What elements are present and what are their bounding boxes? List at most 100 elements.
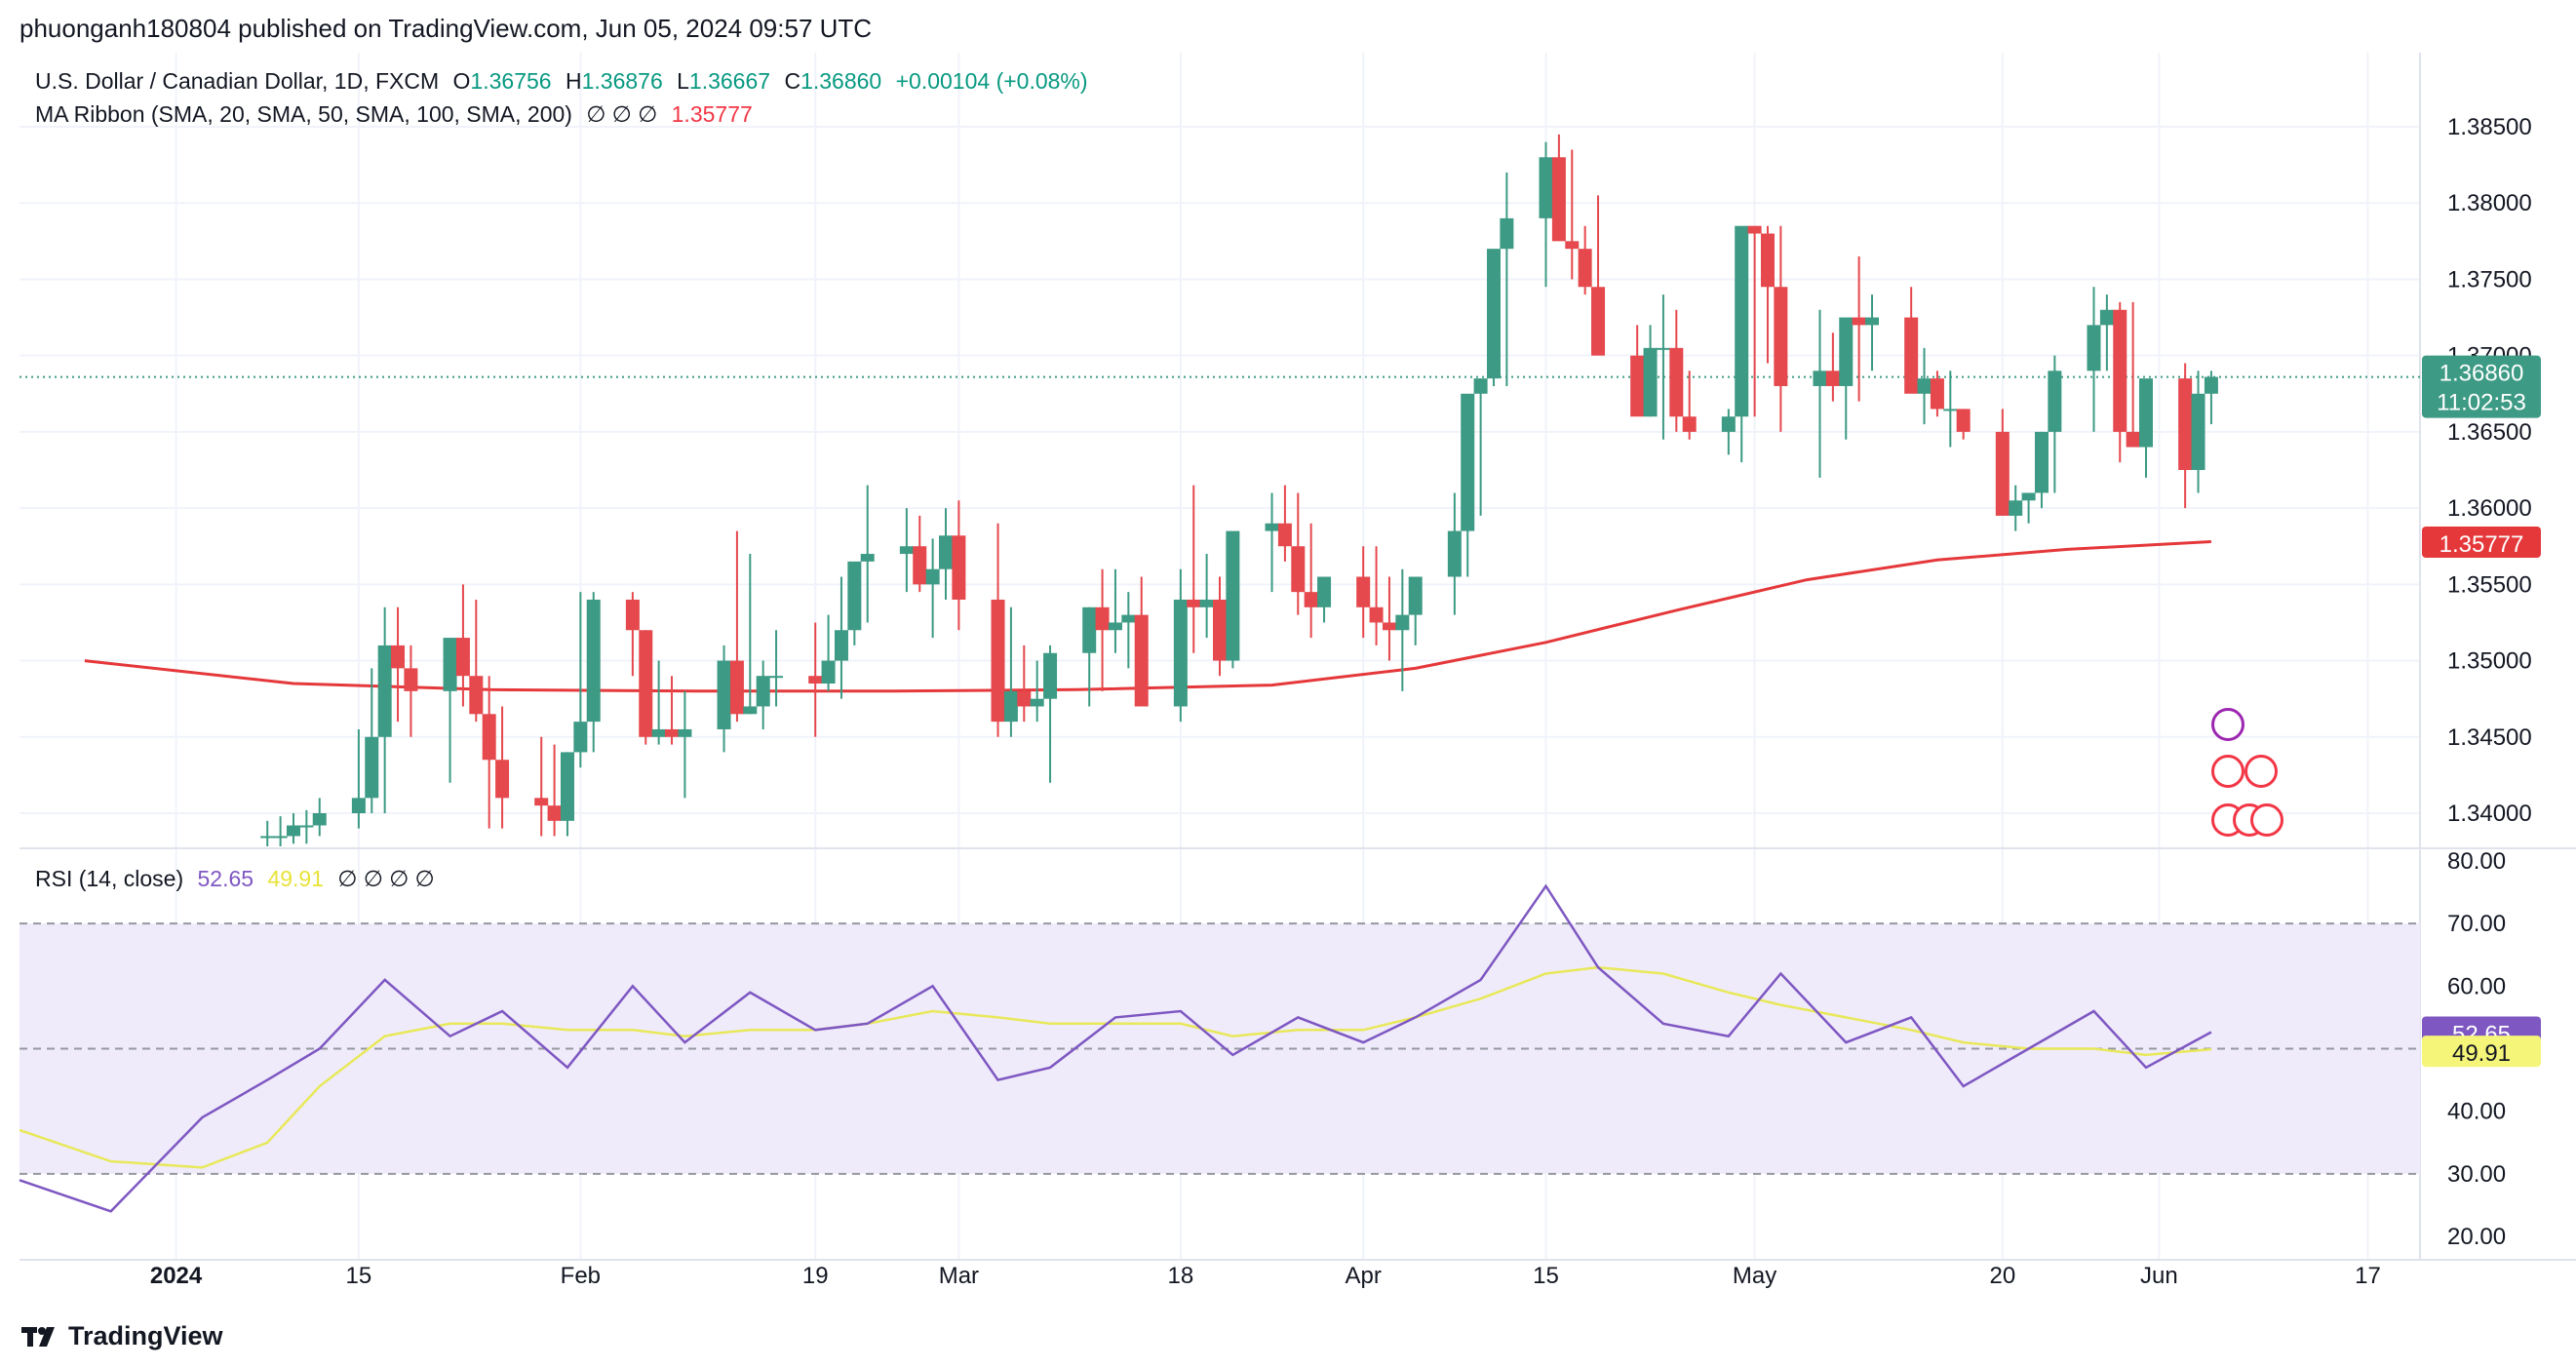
- candle-body: [1108, 622, 1122, 631]
- candle: [1956, 409, 1971, 440]
- candle: [260, 820, 275, 846]
- candle: [756, 660, 770, 729]
- event-stack-icon[interactable]: [2250, 803, 2283, 837]
- candle: [1291, 492, 1306, 615]
- candle: [952, 500, 966, 631]
- candle-body: [455, 638, 470, 677]
- candle: [365, 668, 379, 813]
- us-flag-icon[interactable]: [2244, 755, 2278, 788]
- tradingview-logo[interactable]: TradingView: [21, 1321, 223, 1351]
- candle: [299, 809, 314, 844]
- candle: [808, 622, 823, 737]
- candle: [377, 606, 392, 813]
- candle: [1003, 606, 1018, 737]
- candle: [913, 515, 927, 593]
- rsi-tick-label: 40.00: [2447, 1099, 2506, 1125]
- candle: [1995, 409, 2010, 516]
- candle-body: [443, 638, 457, 691]
- candle-body: [625, 599, 640, 631]
- candle: [2021, 492, 2036, 524]
- candle-body: [1317, 576, 1332, 607]
- candle: [925, 538, 940, 639]
- candle: [1108, 568, 1122, 653]
- candle: [1356, 546, 1371, 639]
- candle-body: [1369, 606, 1384, 623]
- rsi-tick-label: 80.00: [2447, 848, 2506, 875]
- candle-body: [1630, 355, 1645, 417]
- candle-body: [1943, 409, 1958, 411]
- candle-body: [1173, 599, 1188, 707]
- candle: [1630, 325, 1645, 417]
- candle-body: [1669, 347, 1684, 417]
- candle: [729, 530, 744, 723]
- time-tick-label: 19: [802, 1263, 829, 1289]
- ma-price-badge-text: 1.35777: [2439, 531, 2524, 558]
- candle: [273, 816, 288, 846]
- candle: [743, 554, 758, 715]
- candle: [2099, 294, 2114, 372]
- candle-body: [377, 645, 392, 737]
- candle: [495, 706, 510, 829]
- time-tick-label: 2024: [150, 1263, 203, 1289]
- candle: [351, 728, 366, 829]
- candle-body: [729, 660, 744, 715]
- candle: [639, 630, 653, 745]
- event-icons[interactable]: [2211, 704, 2309, 850]
- candle-body: [286, 825, 300, 837]
- candle-body: [1774, 287, 1788, 386]
- candle-body: [1865, 317, 1880, 326]
- canada-flag-icon[interactable]: [2211, 755, 2244, 788]
- candle: [2204, 371, 2218, 425]
- candle: [1082, 606, 1097, 707]
- candle: [717, 645, 731, 753]
- candle: [2126, 301, 2140, 448]
- time-tick-label: 20: [1989, 1263, 2015, 1289]
- candle-body: [1395, 614, 1410, 631]
- candle-body: [1304, 592, 1318, 607]
- candle-body: [952, 535, 966, 600]
- candle-body: [1199, 599, 1214, 607]
- candle-body: [2087, 325, 2101, 372]
- candle-body: [1852, 317, 1866, 326]
- rsi-tick-label: 70.00: [2447, 911, 2506, 937]
- candle: [1735, 225, 1749, 463]
- candle-body: [1839, 317, 1854, 386]
- candle: [455, 584, 470, 707]
- candle: [1213, 576, 1227, 677]
- time-tick-label: Jun: [2140, 1263, 2178, 1289]
- candle-body: [1735, 225, 1749, 417]
- time-tick-label: May: [1733, 1263, 1776, 1289]
- candle: [1173, 568, 1188, 723]
- candle: [443, 638, 457, 783]
- candle: [1095, 568, 1110, 691]
- tradingview-brand: TradingView: [68, 1321, 223, 1350]
- candle: [404, 645, 418, 737]
- candle-body: [1187, 599, 1201, 607]
- candle: [1721, 409, 1736, 455]
- candle-body: [2048, 371, 2062, 432]
- candle: [1043, 645, 1058, 783]
- time-tick-label: 15: [346, 1263, 372, 1289]
- rsi-tick-label: 30.00: [2447, 1161, 2506, 1188]
- rsi-ma-badge-box: [2422, 1036, 2541, 1068]
- candle: [1317, 576, 1332, 623]
- candle-body: [1551, 157, 1566, 242]
- close-value: 1.36860: [800, 68, 882, 94]
- close-label: C: [784, 68, 801, 94]
- candle-body: [547, 805, 562, 821]
- candle-body: [2204, 376, 2218, 394]
- candle: [1199, 554, 1214, 639]
- candle: [1017, 645, 1032, 723]
- candle-body: [1578, 249, 1592, 288]
- candle-body: [273, 836, 288, 839]
- candle: [1682, 371, 1697, 440]
- candle: [821, 614, 836, 691]
- candle-body: [1356, 576, 1371, 607]
- candle: [1369, 546, 1384, 645]
- candle-body: [1930, 378, 1944, 410]
- lightning-event-icon[interactable]: [2211, 708, 2244, 741]
- candle-body: [1277, 523, 1292, 547]
- candle-body: [834, 630, 848, 661]
- candle-body: [351, 798, 366, 813]
